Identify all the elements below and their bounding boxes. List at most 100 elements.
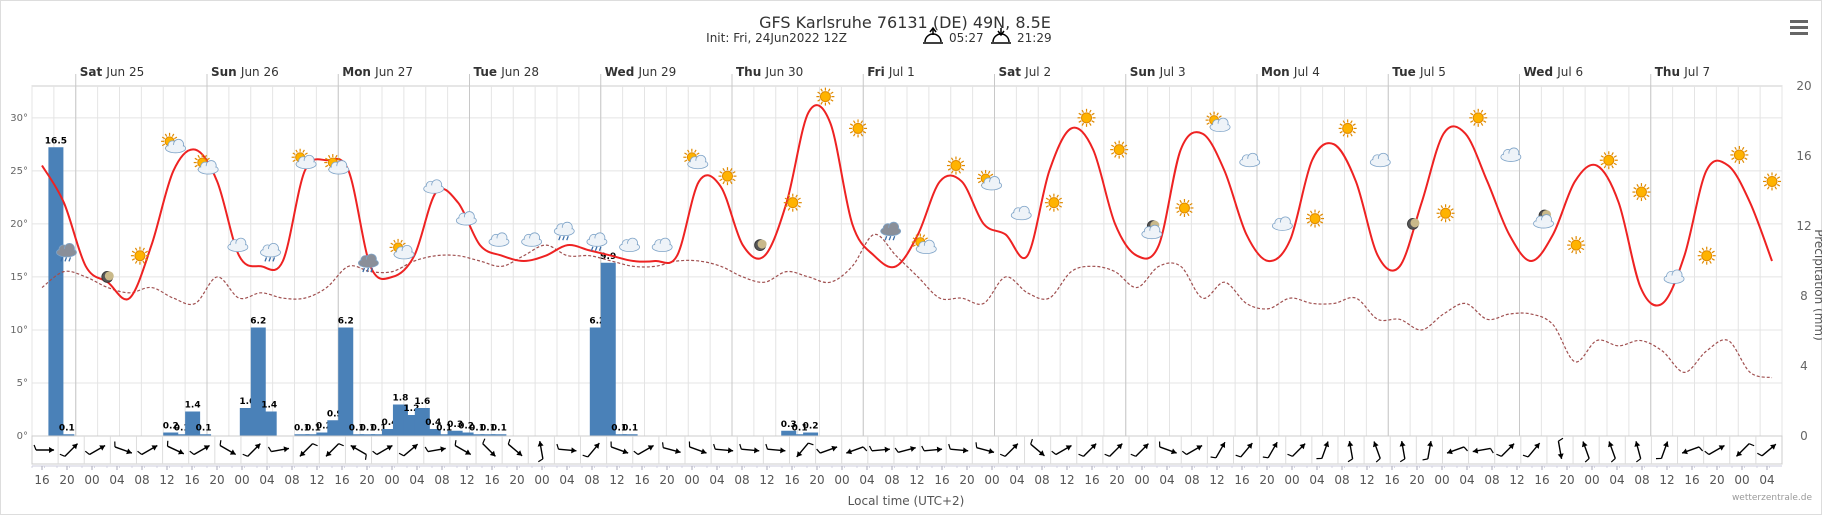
wind-arrow-head bbox=[1399, 441, 1406, 447]
sun-ray bbox=[853, 120, 856, 124]
sun-ray bbox=[206, 157, 210, 161]
time-tick-label: 04 bbox=[1009, 473, 1024, 487]
sun-cloud-icon bbox=[324, 154, 350, 175]
wind-arrow bbox=[1399, 441, 1406, 463]
time-tick-label: 00 bbox=[834, 473, 849, 487]
wind-arrow-barb bbox=[219, 440, 222, 446]
precipitation-bar bbox=[349, 434, 365, 436]
sun-disc bbox=[1570, 239, 1582, 251]
cloud-fill bbox=[166, 144, 185, 152]
cloud-fill bbox=[1665, 275, 1684, 283]
sun-ray bbox=[204, 154, 207, 159]
precipitation-bar-label: 0.2 bbox=[458, 422, 474, 432]
precipitation-bar-label: 6.2 bbox=[589, 317, 605, 327]
sun-ray bbox=[1189, 210, 1193, 213]
wind-arrow bbox=[556, 443, 577, 454]
sun-ray bbox=[1568, 240, 1572, 243]
wind-arrow-barb bbox=[582, 454, 588, 458]
sun-ray bbox=[1766, 173, 1770, 177]
sun-disc bbox=[1701, 250, 1713, 262]
wind-arrow-barb bbox=[556, 443, 560, 450]
wind-arrow bbox=[1608, 441, 1616, 463]
sun-ray bbox=[1058, 197, 1062, 201]
wind-arrow bbox=[1104, 443, 1123, 457]
sun-ray bbox=[174, 136, 178, 140]
wind-arrow bbox=[454, 440, 472, 456]
wind-arrow bbox=[84, 444, 106, 456]
wind-arrow-head bbox=[1581, 441, 1588, 448]
time-tick-label: 00 bbox=[1284, 473, 1299, 487]
wind-arrow bbox=[582, 442, 600, 458]
precipitation-tick-label: 12 bbox=[1796, 219, 1811, 233]
wind-arrow-head bbox=[1472, 447, 1479, 454]
precipitation-bar-label: 0.1 bbox=[196, 423, 212, 433]
sun-ray bbox=[1448, 205, 1451, 209]
time-tick-label: 16 bbox=[1534, 473, 1549, 487]
sun-ray bbox=[729, 168, 733, 172]
wind-arrow-head bbox=[754, 447, 760, 454]
sun-ray bbox=[947, 168, 952, 171]
wind-arrow bbox=[398, 443, 419, 457]
sun-ray bbox=[795, 194, 798, 198]
sun-ray bbox=[1600, 162, 1604, 166]
sun-ray bbox=[960, 168, 965, 171]
sun-ray bbox=[1306, 213, 1311, 217]
time-tick-label: 04 bbox=[1159, 473, 1174, 487]
time-tick-label: 00 bbox=[1134, 473, 1149, 487]
rain-drop bbox=[888, 235, 892, 241]
wind-arrow bbox=[633, 444, 654, 456]
sun-ray bbox=[335, 154, 338, 159]
sun-ray bbox=[131, 258, 136, 261]
moon-cloud-icon bbox=[1141, 220, 1163, 240]
temperature-tick-label: 5° bbox=[17, 378, 28, 389]
wind-arrow-barb bbox=[1698, 446, 1704, 452]
cloud-fill bbox=[1534, 220, 1553, 228]
time-tick-label: 08 bbox=[1184, 473, 1199, 487]
cloud-fill bbox=[359, 259, 378, 267]
wind-arrow-barb bbox=[1078, 453, 1084, 457]
sun-ray bbox=[1317, 223, 1321, 227]
sun-ray bbox=[729, 181, 733, 185]
rain-drop bbox=[884, 235, 888, 241]
cloud-fill bbox=[881, 227, 900, 235]
sun-disc bbox=[1472, 112, 1484, 124]
cloud-fill bbox=[522, 238, 541, 246]
sun-ray bbox=[784, 205, 788, 208]
time-tick-label: 20 bbox=[59, 473, 74, 487]
precipitation-bar bbox=[491, 434, 507, 436]
sun-icon bbox=[783, 193, 802, 212]
wind-arrow-barb bbox=[1558, 437, 1564, 442]
time-tick-label: 08 bbox=[434, 473, 449, 487]
wind-arrow-head bbox=[593, 443, 600, 449]
wind-arrow bbox=[1347, 441, 1354, 463]
time-tick-label: 16 bbox=[1684, 473, 1699, 487]
sunset-icon bbox=[991, 28, 1011, 44]
time-tick-label: 16 bbox=[1234, 473, 1249, 487]
rain-drop bbox=[594, 246, 598, 252]
wind-arrow-head bbox=[71, 443, 78, 450]
wind-arrow bbox=[975, 442, 995, 454]
cloud-icon bbox=[227, 237, 249, 252]
sun-ray bbox=[1613, 155, 1617, 158]
cloud-fill bbox=[329, 166, 348, 174]
wind-arrow-barb bbox=[894, 447, 899, 453]
hamburger-menu-icon[interactable] bbox=[1790, 20, 1808, 35]
time-tick-label: 16 bbox=[34, 473, 49, 487]
wind-arrow-head bbox=[622, 448, 629, 455]
wind-arrow-barb bbox=[688, 441, 691, 447]
day-label: Tue Jun 28 bbox=[474, 65, 540, 79]
time-tick-label: 12 bbox=[309, 473, 324, 487]
cloud-fill bbox=[1501, 153, 1520, 161]
sun-ray bbox=[1571, 236, 1574, 241]
day-labels: Sat Jun 25 Sun Jun 26 Mon Jun 27 Tue Jun 28… bbox=[80, 65, 1710, 79]
time-tick-label: 04 bbox=[859, 473, 874, 487]
wind-arrow-barb bbox=[267, 446, 272, 452]
sun-ray bbox=[732, 178, 736, 182]
precipitation-bar-label: 0.1 bbox=[469, 423, 485, 433]
sun-ray bbox=[134, 260, 138, 264]
rain-light-icon bbox=[553, 221, 575, 241]
sun-ray bbox=[1045, 205, 1049, 208]
rain-drop bbox=[566, 235, 569, 241]
precipitation-bar-label: 0.1 bbox=[622, 423, 638, 433]
sun-ray bbox=[1646, 194, 1650, 198]
